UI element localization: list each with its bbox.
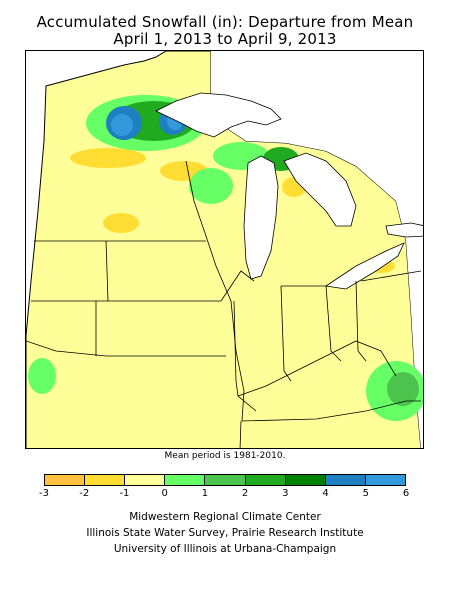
legend-tick-label: 2 — [241, 488, 249, 499]
credit-line-1: Midwestern Regional Climate Center — [129, 511, 321, 523]
legend-tick-label: 4 — [322, 488, 329, 499]
legend-swatch — [45, 475, 86, 485]
legend-tick-label: -1 — [119, 488, 130, 499]
lake-huron — [283, 152, 357, 227]
snow-anomaly-patch — [103, 213, 139, 233]
snow-anomaly-patch — [387, 372, 419, 406]
mean-period-note: Mean period is 1981-2010. — [164, 451, 286, 461]
credit-line-3: University of Illinois at Urbana-Champai… — [113, 543, 337, 555]
legend-swatch — [165, 475, 206, 485]
snow-anomaly-patch — [189, 168, 233, 204]
legend-swatch — [125, 475, 166, 485]
legend-tick-label: -3 — [39, 488, 49, 499]
legend-swatch — [205, 475, 246, 485]
credit-line-2: Illinois State Water Survey, Prairie Res… — [86, 527, 364, 539]
map-title-line-1: Accumulated Snowfall (in): Departure fro… — [36, 13, 414, 31]
legend-swatch — [285, 475, 326, 485]
legend-swatch — [365, 475, 405, 485]
legend-swatch — [325, 475, 366, 485]
legend-tick-label: 5 — [362, 488, 369, 499]
map-frame — [25, 50, 424, 449]
legend-tick-label: 3 — [282, 488, 289, 499]
snowfall-departure-map — [26, 51, 423, 448]
legend-tick-labels: -3 -2 -1 0 1 2 3 4 5 6 — [39, 488, 410, 502]
legend-tick-label: -2 — [79, 488, 90, 499]
snow-anomaly-patch — [28, 358, 56, 394]
legend-swatch — [85, 475, 126, 485]
legend-tick-label: 0 — [161, 488, 168, 499]
lake-erie — [324, 242, 405, 290]
color-legend — [44, 474, 406, 486]
map-title-line-2: April 1, 2013 to April 9, 2013 — [113, 30, 337, 48]
legend-tick-label: 6 — [402, 488, 410, 499]
legend-swatch — [245, 475, 286, 485]
legend-tick-label: 1 — [201, 488, 209, 499]
snow-anomaly-patch — [111, 114, 133, 136]
lake-ontario — [385, 222, 423, 238]
lake-michigan — [243, 155, 279, 280]
state-boundaries — [26, 160, 422, 448]
lake-superior — [155, 92, 282, 138]
snow-anomaly-patch — [70, 148, 146, 168]
canada-region — [211, 51, 423, 448]
